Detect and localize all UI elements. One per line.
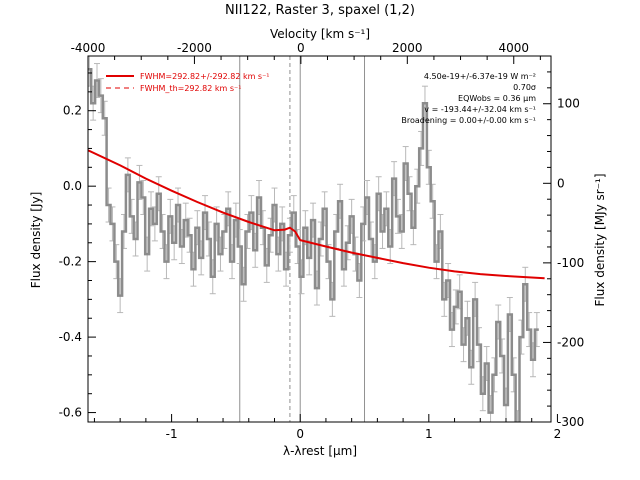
annotation-flux: 4.50e-19+/-6.37e-19 W m⁻² — [424, 72, 536, 81]
x-axis-label: λ-λrest [μm] — [283, 444, 357, 458]
right-tick-label: 100 — [557, 97, 580, 111]
y-tick-label: 0.2 — [63, 104, 82, 118]
right-tick-label: -100 — [557, 256, 584, 270]
legend-fwhm-th-label: FWHM_th=292.82 km s⁻¹ — [140, 84, 241, 93]
annotation-broadening: Broadening = 0.00+/-0.00 km s⁻¹ — [401, 116, 536, 125]
legend: FWHM=292.82+/-292.82 km s⁻¹ FWHM_th=292.… — [106, 72, 270, 93]
right-axis-label: Flux density [MJy sr⁻¹] — [593, 173, 607, 306]
top-tick-label: 2000 — [392, 41, 423, 55]
y-tick-label: 0.0 — [63, 179, 82, 193]
spectrum-line — [88, 67, 539, 422]
right-tick-label: -300 — [557, 415, 584, 429]
spectrum-series — [88, 56, 540, 422]
x-tick-label: 2 — [554, 427, 562, 441]
annotation-sigma: 0.70σ — [513, 83, 536, 92]
plot-frame — [87, 55, 552, 423]
y-tick-label: -0.4 — [59, 330, 82, 344]
chart-title: NII122, Raster 3, spaxel (1,2) — [225, 3, 415, 18]
right-tick-label: 0 — [557, 176, 565, 190]
top-tick-label: 0 — [297, 41, 305, 55]
x-tick-label: 0 — [296, 427, 304, 441]
x-tick-label: -1 — [166, 427, 178, 441]
top-tick-label: 4000 — [498, 41, 529, 55]
y-tick-label: -0.6 — [59, 406, 82, 420]
x-tick-label: 1 — [425, 427, 433, 441]
y-axis-label: Flux density [Jy] — [29, 192, 43, 289]
top-tick-label: -4000 — [71, 41, 106, 55]
legend-fwhm-label: FWHM=292.82+/-292.82 km s⁻¹ — [140, 72, 270, 81]
annotation-eqw: EQWobs = 0.36 μm — [458, 94, 536, 103]
top-axis-label: Velocity [km s⁻¹] — [270, 27, 370, 41]
annotations: 4.50e-19+/-6.37e-19 W m⁻² 0.70σ EQWobs =… — [401, 72, 536, 125]
right-tick-label: -200 — [557, 335, 584, 349]
annotation-velocity: v = -193.44+/-32.04 km s⁻¹ — [424, 105, 536, 114]
y-tick-label: -0.2 — [59, 255, 82, 269]
top-tick-label: -2000 — [177, 41, 212, 55]
fit-curve — [88, 149, 545, 280]
plot-area: -1 0 1 2-4000 -2000 0 2000 40000.20.0-0.2-0.4-0… — [59, 41, 585, 441]
